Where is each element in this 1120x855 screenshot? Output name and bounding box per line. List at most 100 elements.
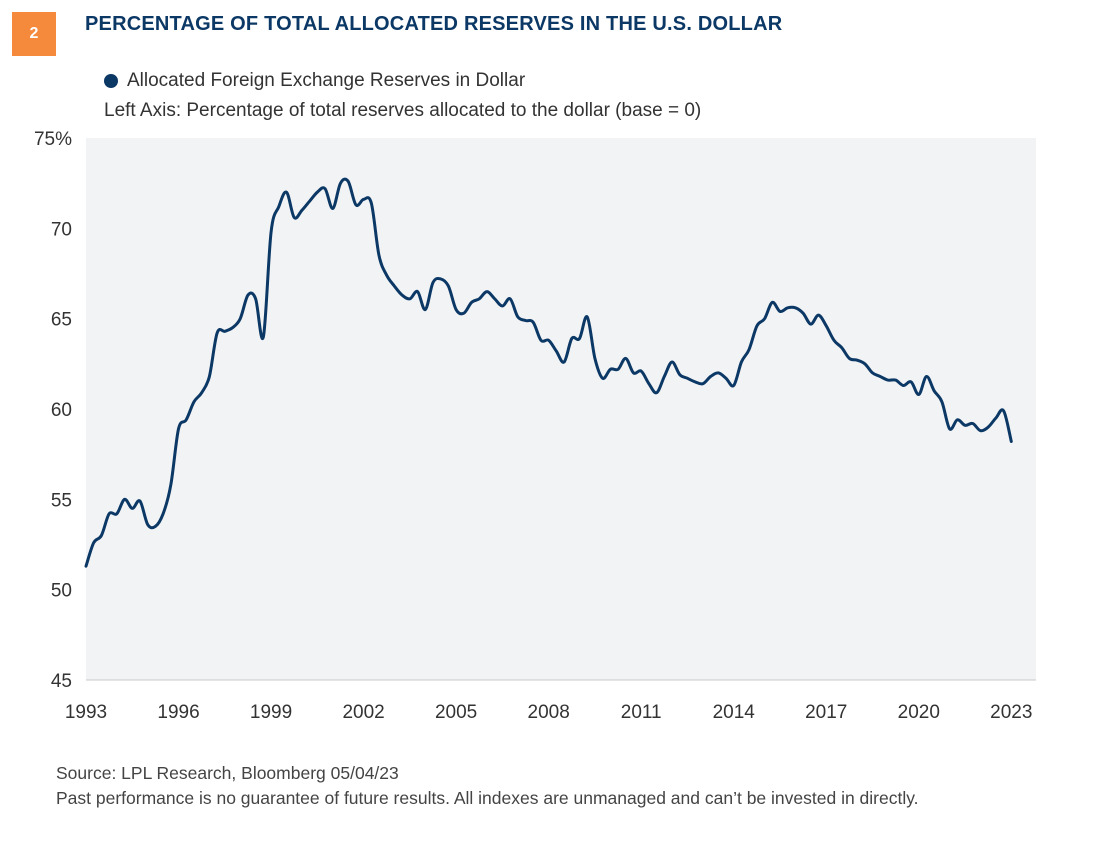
data-point	[817, 313, 821, 317]
data-point	[570, 337, 574, 341]
data-point	[979, 429, 983, 433]
data-point	[724, 376, 728, 380]
data-point	[84, 564, 88, 568]
axis-note: Left Axis: Percentage of total reserves …	[104, 100, 702, 121]
data-point	[716, 371, 720, 375]
x-tick-label: 1996	[157, 702, 199, 723]
data-point	[955, 418, 959, 422]
y-tick-label: 65	[51, 310, 72, 331]
data-point	[801, 311, 805, 315]
data-point	[107, 512, 111, 516]
data-point	[470, 300, 474, 304]
data-point	[231, 326, 235, 330]
data-point	[192, 400, 196, 404]
data-point	[554, 349, 558, 353]
data-point	[562, 360, 566, 364]
data-point	[207, 375, 211, 379]
data-point	[439, 277, 443, 281]
data-point	[832, 338, 836, 342]
data-point	[994, 416, 998, 420]
data-point	[855, 358, 859, 362]
data-point	[786, 306, 790, 310]
data-point	[285, 190, 289, 194]
data-point	[963, 423, 967, 427]
data-point	[1002, 409, 1006, 413]
y-tick-label: 60	[51, 400, 72, 421]
data-point	[369, 201, 373, 205]
data-point	[223, 329, 227, 333]
footer: Source: LPL Research, Bloomberg 05/04/23…	[56, 761, 919, 811]
disclaimer: Past performance is no guarantee of futu…	[56, 788, 919, 808]
data-point	[986, 425, 990, 429]
data-point	[146, 523, 150, 527]
data-point	[485, 290, 489, 294]
data-point	[385, 273, 389, 277]
line-chart: 75% 70 65 60 55 50 45 1993 1996 1999 2002 2005 2008…	[34, 129, 1036, 723]
x-tick-label: 2020	[898, 702, 940, 723]
data-point	[871, 371, 875, 375]
data-point	[169, 483, 173, 487]
data-point	[824, 324, 828, 328]
data-point	[709, 375, 713, 379]
data-point	[809, 322, 813, 326]
data-point	[925, 375, 929, 379]
data-point	[416, 290, 420, 294]
data-point	[616, 367, 620, 371]
data-point	[1009, 440, 1013, 444]
data-point	[392, 284, 396, 288]
data-point	[493, 297, 497, 301]
data-point	[639, 369, 643, 373]
data-point	[200, 391, 204, 395]
data-point	[362, 197, 366, 201]
data-point	[92, 541, 96, 545]
x-tick-label: 2011	[621, 702, 662, 723]
x-tick-label: 1993	[65, 702, 107, 723]
data-point	[277, 205, 281, 209]
data-point	[531, 320, 535, 324]
data-point	[701, 382, 705, 386]
x-tick-label: 2014	[713, 702, 756, 723]
data-point	[770, 300, 774, 304]
data-point	[246, 293, 250, 297]
figure-number-badge: 2	[12, 12, 56, 56]
data-point	[300, 208, 304, 212]
chart-title: PERCENTAGE OF TOTAL ALLOCATED RESERVES I…	[85, 13, 783, 35]
data-point	[755, 324, 759, 328]
data-point	[292, 216, 296, 220]
data-point	[462, 311, 466, 315]
data-point	[863, 362, 867, 366]
data-point	[747, 347, 751, 351]
data-point	[123, 497, 127, 501]
data-point	[655, 391, 659, 395]
data-point	[115, 512, 119, 516]
data-point	[323, 187, 327, 191]
data-point	[578, 337, 582, 341]
data-point	[524, 319, 528, 323]
data-point	[254, 297, 258, 301]
data-point	[184, 418, 188, 422]
data-point	[431, 281, 435, 285]
data-point	[547, 338, 551, 342]
data-point	[739, 360, 743, 364]
data-point	[647, 382, 651, 386]
data-point	[215, 331, 219, 335]
data-point	[662, 375, 666, 379]
data-point	[130, 506, 134, 510]
y-tick-label: 55	[51, 490, 72, 511]
data-point	[670, 360, 674, 364]
data-point	[408, 297, 412, 301]
data-point	[446, 284, 450, 288]
data-point	[793, 306, 797, 310]
data-point	[177, 427, 181, 431]
data-point	[99, 534, 103, 538]
x-tick-label: 2023	[990, 702, 1032, 723]
data-point	[847, 356, 851, 360]
data-point	[508, 297, 512, 301]
data-point	[894, 378, 898, 382]
x-tick-label: 2017	[805, 702, 847, 723]
series-line-usd-reserves	[84, 177, 1013, 568]
legend-label: Allocated Foreign Exchange Reserves in D…	[127, 70, 526, 91]
data-point	[763, 317, 767, 321]
data-point	[315, 190, 319, 194]
y-tick-label: 70	[51, 219, 72, 240]
